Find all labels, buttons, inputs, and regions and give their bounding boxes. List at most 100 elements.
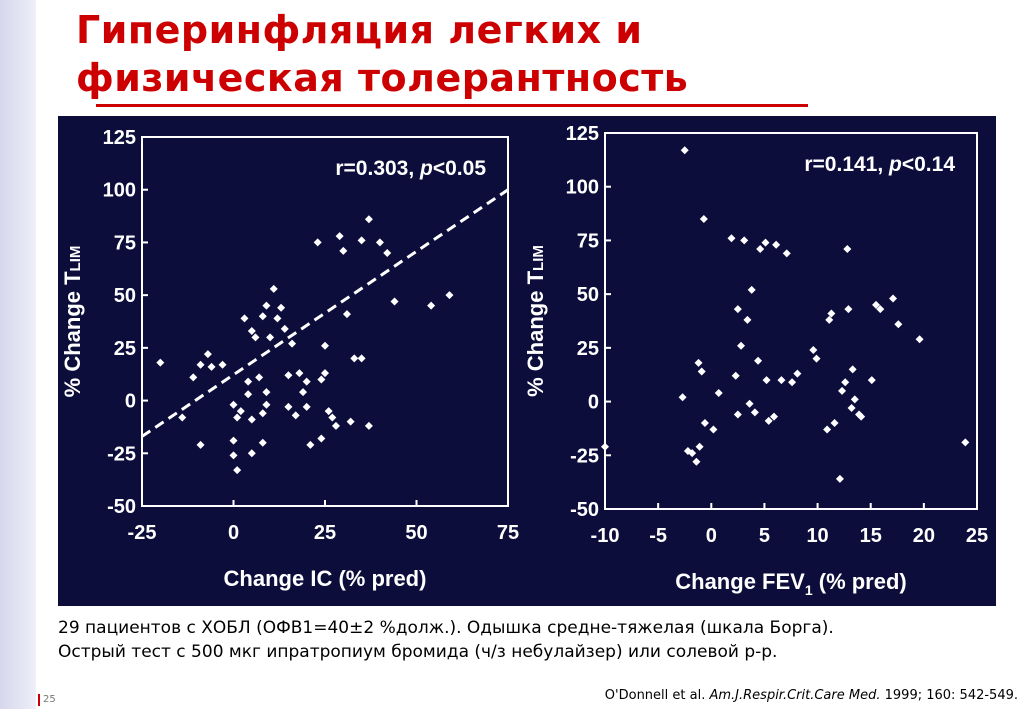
data-point bbox=[328, 413, 337, 422]
data-point bbox=[889, 294, 898, 303]
data-point bbox=[295, 369, 304, 378]
chart-panel: -50 -25 0 25 50 75 100 125 -25 0 25 50 75 r=0.303, p<… bbox=[58, 116, 996, 606]
x-tick-label: 20 bbox=[913, 525, 935, 547]
data-point bbox=[288, 339, 297, 348]
annotation-p: p bbox=[419, 157, 433, 180]
data-point bbox=[229, 400, 238, 409]
y-tick-label: 75 bbox=[114, 232, 136, 254]
y-tick-label: 25 bbox=[577, 338, 599, 360]
data-point bbox=[827, 309, 836, 318]
data-point bbox=[756, 245, 765, 254]
data-point bbox=[427, 301, 436, 310]
data-point bbox=[273, 314, 282, 323]
data-point bbox=[196, 440, 205, 449]
data-point bbox=[843, 245, 852, 254]
y-tick-label: -25 bbox=[570, 445, 599, 467]
data-point bbox=[777, 376, 786, 385]
data-point bbox=[339, 246, 348, 255]
data-point bbox=[258, 438, 267, 447]
data-point bbox=[733, 305, 742, 314]
x-tick-label: 5 bbox=[759, 525, 770, 547]
data-point bbox=[709, 425, 718, 434]
data-point bbox=[680, 146, 689, 155]
data-point bbox=[601, 442, 609, 451]
data-point bbox=[156, 358, 165, 367]
slide-side-strip bbox=[0, 0, 36, 709]
correlation-annotation: r=0.303, p<0.05 bbox=[335, 157, 486, 180]
data-point bbox=[277, 303, 286, 312]
data-point bbox=[364, 215, 373, 224]
data-point bbox=[876, 305, 885, 314]
data-point bbox=[313, 238, 322, 247]
x-tick-label: 0 bbox=[706, 525, 717, 547]
data-point bbox=[835, 474, 844, 483]
y-tick-label: 25 bbox=[114, 338, 136, 360]
data-point bbox=[823, 425, 832, 434]
data-point bbox=[850, 395, 859, 404]
data-point bbox=[894, 320, 903, 329]
data-point bbox=[240, 314, 249, 323]
data-point bbox=[700, 419, 709, 428]
data-point bbox=[255, 373, 264, 382]
y-tick-label: 125 bbox=[103, 127, 136, 149]
data-point bbox=[262, 388, 271, 397]
y-axis-label-sub: LIM bbox=[530, 245, 547, 271]
data-point bbox=[737, 341, 746, 350]
data-point bbox=[830, 419, 839, 428]
x-axis-label: Change IC (% pred) bbox=[224, 566, 427, 591]
data-point bbox=[233, 413, 242, 422]
data-point bbox=[299, 388, 308, 397]
title-underline bbox=[96, 104, 808, 107]
data-point bbox=[383, 248, 392, 257]
data-point bbox=[390, 297, 399, 306]
data-point bbox=[317, 375, 326, 384]
data-point bbox=[754, 356, 763, 365]
data-point bbox=[302, 402, 311, 411]
x-tick-label: 25 bbox=[966, 525, 988, 547]
scatter-chart-ic: -50 -25 0 25 50 75 100 125 -25 0 25 50 75 r=0.303, p<… bbox=[60, 127, 519, 591]
slide-title-line-2: физическая толерантность bbox=[76, 56, 689, 100]
data-point bbox=[788, 378, 797, 387]
data-point bbox=[236, 407, 245, 416]
data-point bbox=[342, 310, 351, 319]
data-point bbox=[697, 367, 706, 376]
data-point bbox=[743, 315, 752, 324]
x-tick-label: -5 bbox=[649, 525, 667, 547]
data-point bbox=[714, 388, 723, 397]
data-point bbox=[750, 408, 759, 417]
data-point bbox=[848, 365, 857, 374]
data-point bbox=[178, 413, 187, 422]
data-point bbox=[731, 371, 740, 380]
plot-frame bbox=[141, 136, 509, 507]
data-point bbox=[761, 238, 770, 247]
x-axis-label-main: Change FEV bbox=[675, 569, 805, 594]
y-tick-label: 0 bbox=[588, 392, 599, 414]
data-point bbox=[692, 457, 701, 466]
data-point bbox=[306, 440, 315, 449]
x-tick-label: -25 bbox=[128, 522, 157, 544]
data-point bbox=[844, 305, 853, 314]
x-axis-label-suffix: (% pred) bbox=[813, 569, 907, 594]
x-tick-label: 25 bbox=[314, 522, 336, 544]
data-point bbox=[747, 285, 756, 294]
citation-journal: Am.J.Respir.Crit.Care Med. bbox=[709, 688, 881, 703]
x-tick-label: 50 bbox=[405, 522, 427, 544]
caption: 29 пациентов с ХОБЛ (ОФВ1=40±2 %долж.). … bbox=[58, 616, 834, 664]
data-point bbox=[961, 438, 970, 447]
y-axis-label: % Change TLIM bbox=[60, 246, 85, 398]
data-point bbox=[244, 390, 253, 399]
x-axis-label-sub: 1 bbox=[805, 582, 813, 598]
data-point bbox=[740, 236, 749, 245]
data-point bbox=[262, 400, 271, 409]
y-tick-label: -25 bbox=[107, 443, 136, 465]
caption-line-1: 29 пациентов с ХОБЛ (ОФВ1=40±2 %долж.). … bbox=[58, 618, 834, 638]
y-tick-label: 0 bbox=[125, 391, 136, 413]
data-point bbox=[291, 411, 300, 420]
data-point bbox=[350, 354, 359, 363]
data-point bbox=[812, 354, 821, 363]
data-point bbox=[745, 399, 754, 408]
data-point bbox=[782, 249, 791, 258]
data-point bbox=[233, 466, 242, 475]
